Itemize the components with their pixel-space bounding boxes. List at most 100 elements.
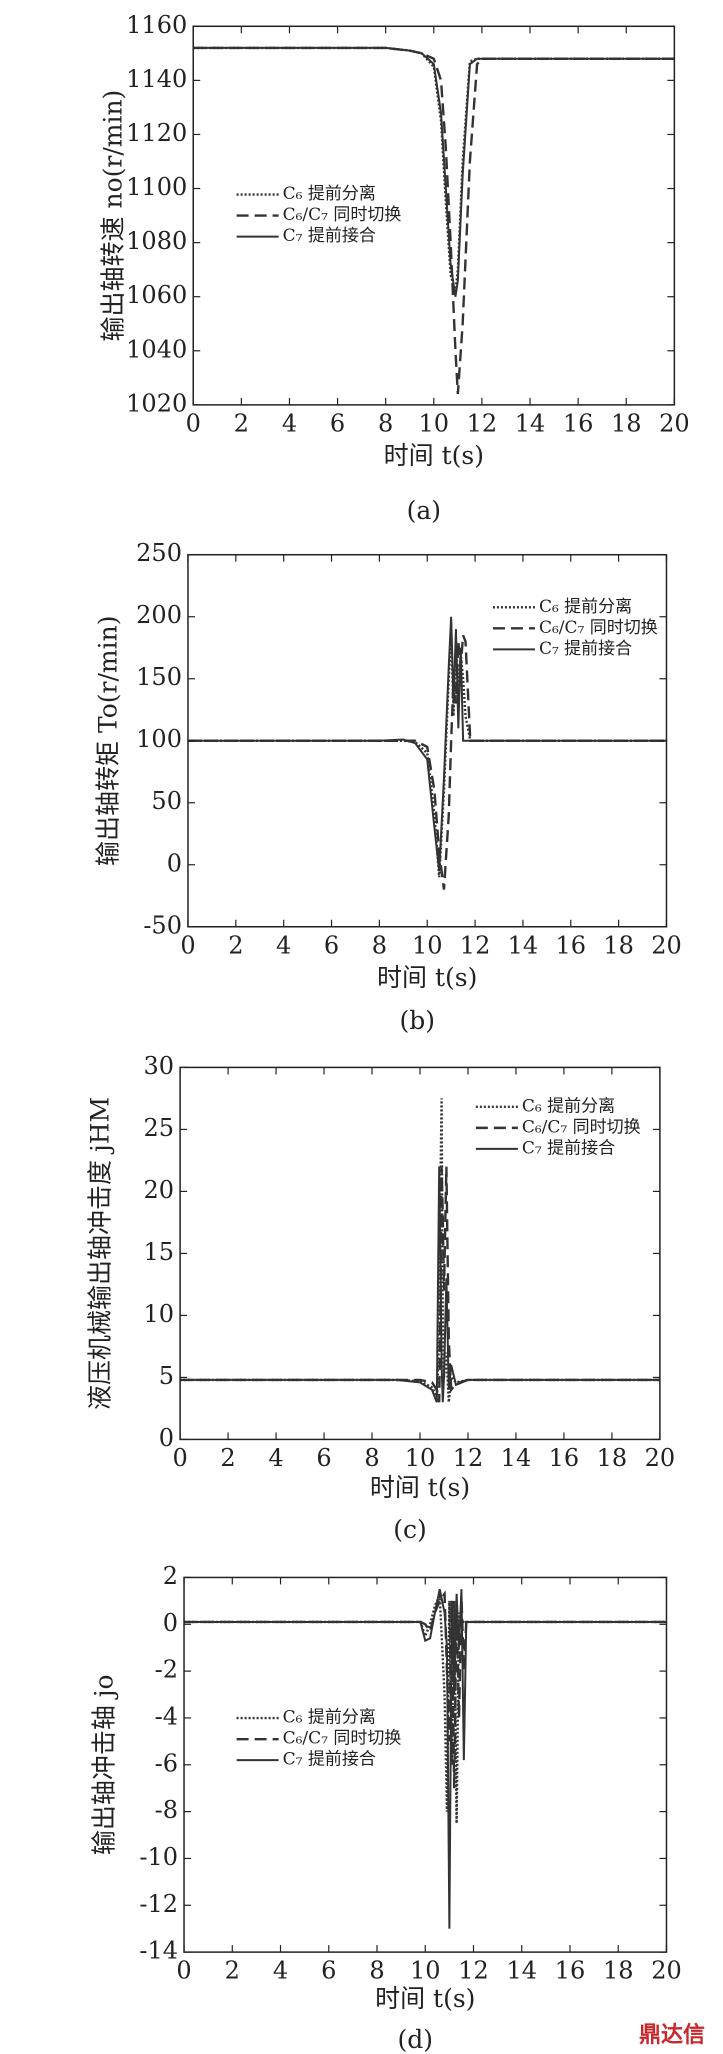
x-tick-label: 18 xyxy=(611,409,642,437)
x-tick-label: 10 xyxy=(410,1957,441,1985)
y-axis-label: 输出轴转矩 To(r/min) xyxy=(93,616,122,866)
x-tick-label: 12 xyxy=(453,1444,484,1472)
y-tick-label: -4 xyxy=(155,1702,178,1730)
x-tick-label: 20 xyxy=(659,409,690,437)
legend-label: C₆ 提前分离 xyxy=(539,597,632,617)
x-tick-label: 2 xyxy=(228,931,243,959)
series-line xyxy=(180,1166,660,1403)
y-tick-label: 0 xyxy=(167,849,182,877)
y-tick-label: -8 xyxy=(155,1796,178,1824)
x-tick-label: 0 xyxy=(180,931,195,959)
y-tick-label: 250 xyxy=(136,539,182,567)
x-tick-label: 2 xyxy=(225,1957,240,1985)
legend-label: C₆ 提前分离 xyxy=(283,1708,376,1728)
series-line xyxy=(193,46,675,292)
y-tick-label: 1020 xyxy=(126,389,187,417)
x-tick-label: 16 xyxy=(556,931,587,959)
y-tick-label: 15 xyxy=(144,1238,175,1266)
legend-label: C₆ 提前分离 xyxy=(283,184,376,204)
x-tick-label: 14 xyxy=(515,409,546,437)
y-tick-label: 1160 xyxy=(126,11,187,39)
x-tick-label: 14 xyxy=(506,1957,537,1985)
x-tick-label: 10 xyxy=(412,931,443,959)
y-tick-label: -50 xyxy=(143,911,182,939)
legend-label: C₆/C₇ 同时切换 xyxy=(283,1729,402,1749)
x-tick-label: 4 xyxy=(276,931,291,959)
x-tick-label: 4 xyxy=(273,1957,288,1985)
caption: (a) xyxy=(407,496,441,525)
x-tick-label: 0 xyxy=(186,409,201,437)
series-line xyxy=(184,1590,667,1789)
y-tick-label: -12 xyxy=(139,1890,178,1918)
legend-label: C₆/C₇ 同时切换 xyxy=(539,618,658,638)
y-tick-label: 2 xyxy=(163,1562,178,1590)
watermark: 鼎达信 xyxy=(639,2022,705,2048)
y-tick-label: 1040 xyxy=(126,335,187,363)
x-tick-label: 4 xyxy=(282,409,297,437)
x-tick-label: 12 xyxy=(460,931,491,959)
y-axis-label: 输出轴冲击轴 jo xyxy=(90,1674,119,1855)
legend-label: C₇ 提前接合 xyxy=(522,1138,615,1158)
y-tick-label: 1120 xyxy=(126,119,187,147)
series-line xyxy=(184,1591,667,1824)
y-tick-label: -6 xyxy=(155,1749,178,1777)
x-tick-label: 16 xyxy=(549,1444,580,1472)
legend-label: C₇ 提前接合 xyxy=(283,226,376,246)
x-tick-label: 20 xyxy=(651,931,682,959)
x-tick-label: 18 xyxy=(597,1444,628,1472)
y-tick-label: 10 xyxy=(144,1300,175,1328)
x-tick-label: 2 xyxy=(220,1444,235,1472)
y-tick-label: 1100 xyxy=(126,173,187,201)
series-line xyxy=(193,46,675,395)
x-tick-label: 18 xyxy=(603,1957,634,1985)
x-tick-label: 20 xyxy=(651,1957,682,1985)
x-tick-label: 8 xyxy=(378,409,393,437)
y-tick-label: 25 xyxy=(144,1114,175,1142)
y-tick-label: 1140 xyxy=(126,65,187,93)
legend-label: C₇ 提前接合 xyxy=(539,639,632,659)
x-tick-label: 14 xyxy=(508,931,539,959)
x-tick-label: 10 xyxy=(405,1444,436,1472)
series-line xyxy=(187,629,667,878)
legend-label: C₇ 提前接合 xyxy=(283,1750,376,1770)
series-line xyxy=(193,46,675,297)
y-tick-label: 1060 xyxy=(126,281,187,309)
x-tick-label: 10 xyxy=(419,409,450,437)
x-tick-label: 8 xyxy=(369,1957,384,1985)
series-line xyxy=(184,1588,667,1929)
x-tick-label: 4 xyxy=(268,1444,283,1472)
x-tick-label: 8 xyxy=(364,1444,379,1472)
x-tick-label: 6 xyxy=(321,1957,336,1985)
series-line xyxy=(187,616,667,872)
y-tick-label: 0 xyxy=(159,1424,174,1452)
y-axis-label: 液压机械输出轴冲击度 jHM xyxy=(86,1097,115,1410)
x-tick-label: 6 xyxy=(330,409,345,437)
x-tick-label: 8 xyxy=(372,931,387,959)
x-tick-label: 12 xyxy=(458,1957,489,1985)
x-tick-label: 0 xyxy=(172,1444,187,1472)
x-tick-label: 6 xyxy=(324,931,339,959)
legend-label: C₆/C₇ 同时切换 xyxy=(283,205,402,225)
y-tick-label: 30 xyxy=(144,1052,175,1080)
y-tick-label: 50 xyxy=(151,787,182,815)
legend-label: C₆/C₇ 同时切换 xyxy=(522,1117,641,1137)
series-line xyxy=(180,1166,660,1403)
y-axis-label: 输出轴转速 no(r/min) xyxy=(99,90,128,342)
x-axis-label: 时间 t(s) xyxy=(375,1984,475,2013)
y-tick-label: 1080 xyxy=(126,227,187,255)
x-tick-label: 14 xyxy=(501,1444,532,1472)
caption: (d) xyxy=(397,2025,433,2054)
y-tick-label: 5 xyxy=(159,1362,174,1390)
y-tick-label: 200 xyxy=(136,601,182,629)
x-tick-label: 16 xyxy=(555,1957,586,1985)
caption: (c) xyxy=(393,1515,427,1544)
x-tick-label: 12 xyxy=(467,409,498,437)
y-tick-label: 0 xyxy=(163,1609,178,1637)
x-axis-label: 时间 t(s) xyxy=(370,1473,470,1502)
y-tick-label: -14 xyxy=(139,1937,178,1965)
x-tick-label: 2 xyxy=(234,409,249,437)
y-tick-label: -10 xyxy=(139,1843,178,1871)
x-axis-label: 时间 t(s) xyxy=(377,963,477,992)
y-tick-label: 20 xyxy=(144,1176,175,1204)
